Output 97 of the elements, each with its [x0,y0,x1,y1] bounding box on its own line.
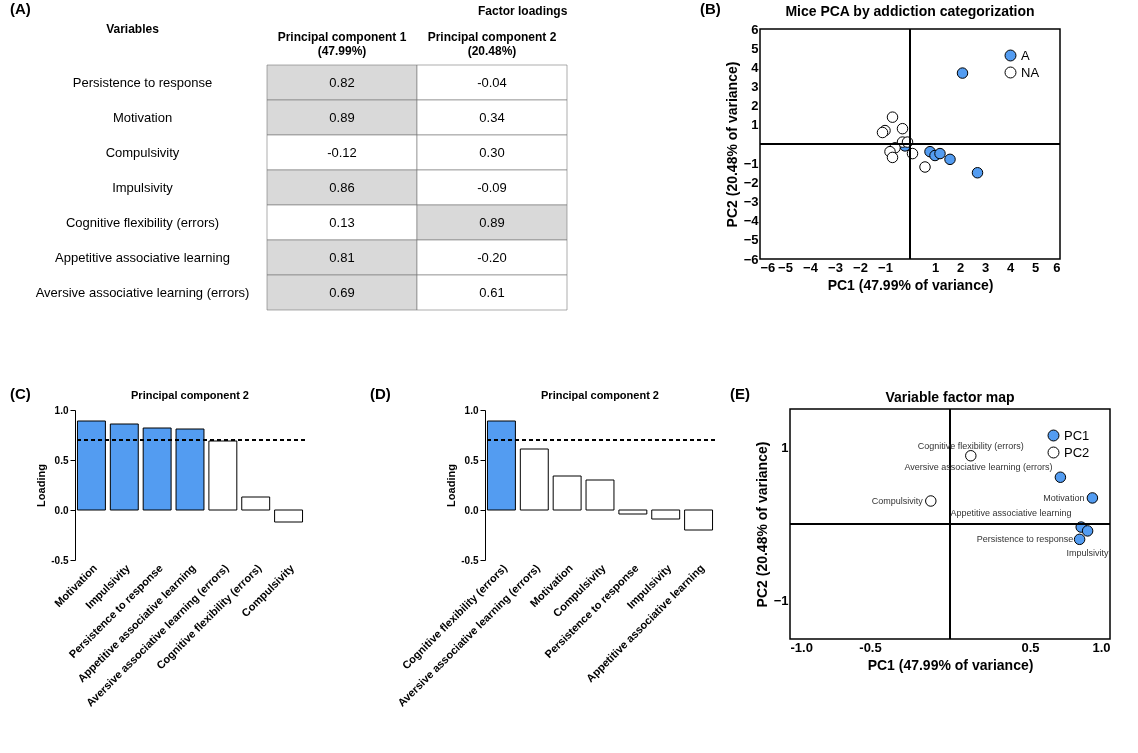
y-tick-label: Compulsivity [105,144,180,160]
x-tick-label: 6 [1053,259,1061,275]
data-label: 0.13 [329,214,355,230]
legend-label: A [1021,47,1030,63]
y-tick-label: −2 [743,174,759,190]
chart-title: Factor loadings [477,4,568,18]
data-label: -0.04 [477,74,507,90]
legend-label: NA [1021,64,1040,80]
y-tick-label: −3 [743,194,759,209]
bar [274,509,304,523]
legend-label: PC2 [1064,444,1090,460]
y-tick-label: −5 [743,232,759,248]
x-tick-label: 3 [981,259,990,275]
y-tick-label: Appetitive associative learning [55,249,230,265]
x-tick-label: -0.5 [859,639,882,655]
y-tick-label: 1 [751,117,759,133]
text: (D) [370,385,391,402]
x-tick-label: 0.5 [1021,639,1040,655]
y-axis-title: Loading [35,464,48,507]
legend-label: PC1 [1064,427,1090,443]
y-tick-label: 0.0 [464,504,479,516]
y-tick-label: Motivation [112,109,173,125]
bar [142,427,172,511]
point [886,111,899,123]
point [971,167,984,179]
y-tick-label: 3 [751,79,759,94]
data-label: 0.82 [329,74,355,90]
y-tick-label: 1.0 [464,404,479,416]
bar [618,509,648,515]
x-tick-label: 1.0 [1092,639,1111,655]
x-tick-label: −4 [803,259,819,275]
annotation: Persistence to response [976,534,1074,545]
point [934,147,946,160]
bar [585,479,615,511]
y-axis-title: Variables [106,21,160,36]
bar [552,475,582,511]
annotation: Compulsivity [871,496,924,506]
data-label: -0.09 [477,179,507,195]
x-axis-title: PC1 (47.99% of variance) [827,276,994,293]
point [944,153,956,166]
y-tick-label: −1 [743,155,759,171]
x-tick-label: −2 [853,259,868,275]
chart-title: Principal component 2 [541,389,659,401]
y-tick-label: 0.5 [54,454,69,466]
y-tick-label: Cognitive flexibility (errors) [65,214,220,230]
data-label: 0.69 [329,284,355,300]
data-label: 0.61 [479,284,505,300]
chart-title: Mice PCA by addiction categorization [785,3,1035,19]
text: (C) [10,385,31,402]
point [919,161,931,173]
bar [519,448,549,511]
point [896,122,909,135]
data-label: 0.30 [479,144,505,160]
x-axis-title: PC1 (47.99% of variance) [867,656,1034,673]
bar [175,428,205,511]
text: (B) [700,0,721,17]
y-tick-label: −4 [743,213,760,229]
bar [241,496,271,511]
y-tick-label: 0.5 [464,454,479,466]
data-label: 0.34 [479,109,505,125]
x-tick-label: 5 [1031,259,1040,275]
x-tick-label: 2 [956,259,965,275]
x-tick-label: -1.0 [790,639,813,655]
bar [208,440,238,511]
y-tick-label: 4 [751,59,760,75]
x-tick-label: −3 [828,259,843,275]
x-tick-label: Principal component 1 (47.99%) [277,29,407,58]
x-tick-label: 4 [1006,259,1015,275]
data-label: 0.89 [329,109,355,125]
annotation: Motivation [1043,492,1085,503]
y-axis-title: PC2 (20.48% of variance) [753,441,770,608]
bar [684,509,714,531]
data-label: 0.89 [479,214,505,230]
x-tick-label: Principal component 2 (20.48%) [427,29,557,58]
y-tick-label: Persistence to response [72,74,213,90]
x-tick-label: −1 [878,259,893,275]
y-tick-label: 2 [751,98,759,114]
point [956,67,969,79]
point [886,151,899,164]
y-tick-label: Impulsivity [112,179,174,195]
data-label: 0.86 [329,179,355,195]
data-label: -0.20 [477,249,507,265]
annotation: Impulsivity [1066,547,1110,558]
chart-title: Variable factor map [885,388,1015,405]
text: (A) [10,0,31,17]
bar [651,509,681,520]
y-tick-label: Aversive associative learning (errors) [35,284,250,300]
data-label: -0.12 [327,144,357,160]
y-axis-title: Loading [445,464,458,507]
text: (E) [730,385,750,402]
y-axis-title: PC2 (20.48% of variance) [723,61,740,228]
bar [109,423,139,511]
data-label: 0.81 [329,249,355,265]
x-tick-label: 1 [931,259,940,275]
y-tick-label: 0.0 [54,504,69,516]
y-tick-label: 1.0 [54,404,69,416]
chart-title: Principal component 2 [131,389,249,401]
